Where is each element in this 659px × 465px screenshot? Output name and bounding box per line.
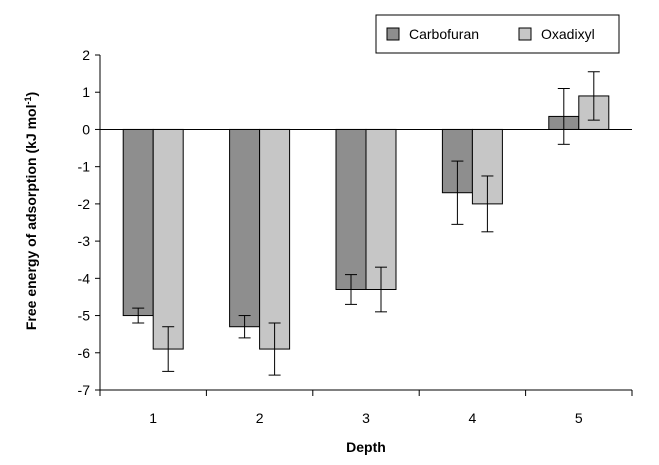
legend-swatch-carbofuran (386, 27, 400, 41)
error-bar-carbofuran-depth-3 (345, 274, 357, 305)
error-bar-oxadixyl-depth-3 (375, 266, 387, 313)
error-bar-oxadixyl-depth-5 (587, 71, 600, 121)
error-bar-oxadixyl-depth-4 (481, 175, 494, 233)
x-tick-label: 5 (575, 410, 583, 426)
legend-box (375, 14, 620, 54)
y-axis-title: Free energy of adsorption (kJ mol-1) (23, 92, 39, 330)
y-axis-title-main: Free energy of adsorption (kJ mol (23, 105, 39, 331)
error-bar-oxadixyl-depth-2 (268, 322, 281, 376)
y-tick-label: -2 (78, 196, 91, 212)
y-ticks: 2 1 0 -1 -2 -3 -4 -5 -6 -7 (78, 47, 100, 398)
y-tick-label: -3 (78, 233, 91, 249)
x-ticks: 1 2 3 4 5 (99, 390, 633, 426)
x-tick-label: 3 (362, 410, 370, 426)
y-tick-label: -4 (78, 270, 91, 286)
legend-label-oxadixyl: Oxadixyl (541, 26, 595, 42)
y-tick-label: -6 (78, 345, 91, 361)
y-tick-label: -1 (78, 159, 91, 175)
error-bars-layer (132, 71, 600, 376)
x-tick-label: 1 (149, 410, 157, 426)
y-tick-label: 0 (82, 121, 90, 137)
error-bar-carbofuran-depth-2 (238, 315, 251, 339)
y-tick-label: -7 (78, 382, 91, 398)
axes-layer (99, 55, 632, 391)
legend-label-carbofuran: Carbofuran (409, 26, 479, 42)
error-bar-oxadixyl-depth-1 (162, 326, 175, 372)
bar-oxadixyl-depth-2 (259, 128, 291, 350)
bar-oxadixyl-depth-1 (152, 128, 184, 350)
x-tick-label: 2 (256, 410, 264, 426)
x-axis-title: Depth (346, 439, 386, 455)
bar-oxadixyl-depth-3 (365, 128, 397, 290)
y-axis-title-close: ) (23, 92, 39, 97)
y-tick-label: 1 (82, 84, 90, 100)
y-axis-title-superscript: -1 (23, 97, 33, 105)
error-bar-carbofuran-depth-1 (132, 307, 145, 324)
error-bar-carbofuran-depth-5 (557, 88, 570, 145)
legend: Carbofuran Oxadixyl (375, 14, 620, 54)
bar-carbofuran-depth-3 (335, 128, 367, 290)
x-tick-label: 4 (469, 410, 477, 426)
bar-carbofuran-depth-2 (229, 128, 261, 328)
y-tick-label: 2 (82, 47, 90, 63)
error-bar-carbofuran-depth-4 (451, 160, 464, 225)
bar-carbofuran-depth-1 (122, 128, 154, 317)
bars-layer (122, 95, 610, 350)
y-tick-label: -5 (78, 308, 91, 324)
legend-swatch-oxadixyl (518, 27, 532, 41)
